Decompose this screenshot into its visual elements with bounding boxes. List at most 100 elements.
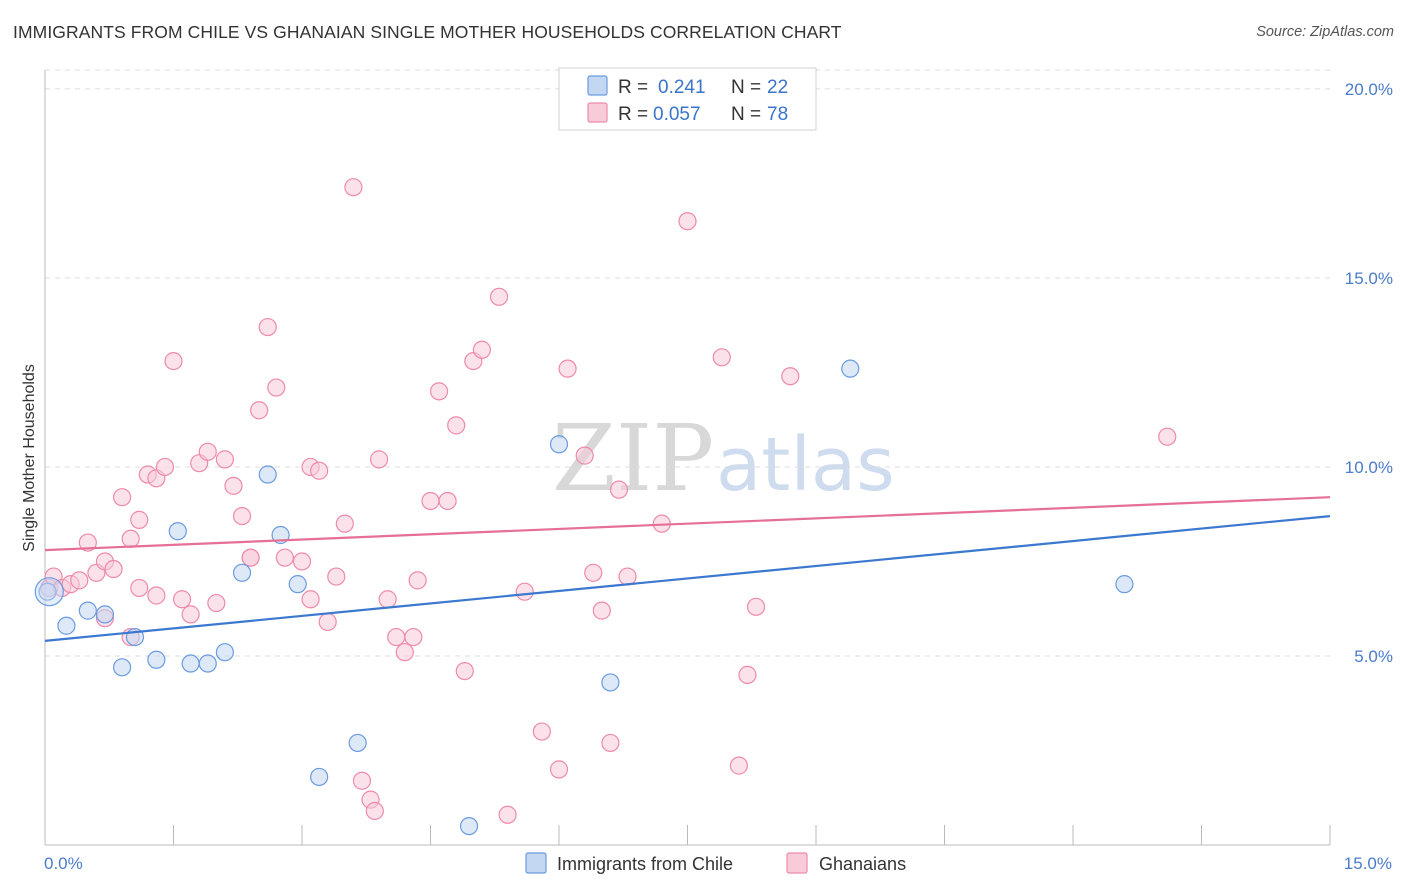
- ghana-point: [130, 578, 149, 598]
- ghana-point: [421, 491, 440, 511]
- legend-r-label-ghana: R =: [618, 104, 648, 125]
- chile-point: [112, 658, 132, 677]
- y-tick-label: 10.0%: [1345, 458, 1393, 477]
- ghana-point: [121, 529, 140, 548]
- chile-point: [1115, 575, 1134, 594]
- y-axis-title: Single Mother Households: [21, 364, 38, 552]
- ghana-point: [746, 597, 766, 616]
- ghana-point: [70, 571, 89, 590]
- watermark: ZIP atlas: [552, 405, 895, 512]
- ghana-point: [352, 771, 372, 790]
- chile-point: [181, 654, 200, 673]
- chile-point: [198, 654, 217, 673]
- bottom-legend-label-ghana: Ghanaians: [819, 854, 906, 874]
- bottom-legend-swatch-ghana: [786, 852, 808, 874]
- legend-r-value-chile: 0.241: [658, 77, 706, 98]
- chile-point: [288, 575, 307, 594]
- chart-title: IMMIGRANTS FROM CHILE VS GHANAIAN SINGLE…: [13, 22, 842, 42]
- chile-point: [549, 435, 569, 454]
- legend-n-label-ghana: N =: [731, 104, 761, 125]
- ghana-point: [387, 627, 406, 647]
- x-tick-label-min: 0.0%: [44, 854, 83, 873]
- legend-n-label-chile: N =: [731, 77, 761, 98]
- ghana-point: [378, 590, 397, 609]
- ghana-point: [618, 567, 637, 586]
- ghana-point: [729, 756, 749, 775]
- ghana-point: [738, 665, 757, 684]
- ghana-point: [609, 480, 629, 499]
- ghana-point: [155, 457, 175, 477]
- ghana-point: [1158, 427, 1177, 446]
- series-chile: [34, 359, 1134, 836]
- chile-point: [258, 465, 277, 484]
- bottom-legend-swatch-chile: [525, 852, 547, 874]
- y-tick-label: 5.0%: [1354, 647, 1393, 666]
- legend-n-value-chile: 22: [767, 77, 788, 98]
- legend: R = 0.241 N = 22 R = 0.057 N = 78: [558, 67, 817, 131]
- ghana-point: [365, 801, 384, 821]
- ghana-point: [318, 612, 337, 632]
- ghana-point: [489, 287, 509, 306]
- ghana-point: [181, 605, 200, 624]
- x-axis-ticks: [44, 825, 1331, 845]
- ghana-point: [104, 559, 123, 579]
- ghana-point: [447, 416, 466, 435]
- chile-point: [232, 563, 252, 582]
- trend-lines: [44, 496, 1331, 642]
- source-label: Source: ZipAtlas.com: [1256, 24, 1394, 40]
- ghana-point: [241, 548, 260, 567]
- ghana-point: [224, 476, 243, 495]
- legend-r-value-ghana: 0.057: [653, 104, 701, 125]
- ghana-point: [498, 805, 517, 824]
- chile-point: [215, 643, 234, 662]
- chile-point: [168, 522, 187, 541]
- ghana-point: [558, 359, 577, 378]
- ghana-point: [267, 378, 286, 397]
- ghana-point: [549, 760, 569, 779]
- ghana-point: [395, 643, 414, 662]
- watermark-atlas: atlas: [716, 422, 895, 508]
- ghana-point: [301, 590, 320, 609]
- ghana-point: [515, 582, 534, 601]
- chile-point: [38, 582, 57, 601]
- ghana-point: [250, 401, 269, 420]
- ghana-point: [592, 601, 611, 620]
- chile-point: [310, 767, 329, 787]
- ghana-point: [408, 571, 427, 590]
- ghana-point: [472, 340, 491, 359]
- trend-line-chile: [44, 515, 1331, 642]
- ghana-point: [344, 178, 363, 197]
- ghana-point: [429, 382, 449, 401]
- chile-point: [601, 673, 620, 692]
- ghana-point: [781, 367, 800, 386]
- chile-point: [95, 605, 115, 624]
- ghana-point: [404, 627, 423, 647]
- ghana-point: [130, 510, 149, 529]
- chile-point-cluster: [34, 577, 64, 607]
- ghana-point: [575, 446, 594, 465]
- ghana-point: [215, 450, 234, 469]
- ghana-point: [438, 491, 457, 511]
- y-tick-labels: 5.0% 10.0% 15.0% 20.0%: [1345, 80, 1393, 666]
- ghana-point: [258, 317, 277, 337]
- x-tick-label-max: 15.0%: [1344, 854, 1392, 873]
- ghana-point: [601, 733, 620, 753]
- legend-swatch-chile: [587, 75, 608, 96]
- ghana-point: [198, 442, 217, 461]
- trend-line-ghana: [44, 496, 1331, 552]
- legend-r-label-chile: R =: [618, 77, 648, 98]
- ghana-point: [584, 563, 603, 582]
- ghana-point: [112, 488, 132, 507]
- ghana-point: [78, 533, 97, 552]
- ghana-point: [370, 450, 389, 469]
- ghana-point: [207, 593, 226, 613]
- legend-swatch-ghana: [587, 102, 608, 123]
- ghana-point: [172, 590, 192, 609]
- legend-n-value-ghana: 78: [767, 104, 788, 125]
- ghana-point: [232, 506, 252, 526]
- ghana-point: [147, 586, 166, 605]
- ghana-point: [164, 351, 183, 371]
- chile-point: [57, 616, 76, 635]
- chile-point: [78, 601, 97, 620]
